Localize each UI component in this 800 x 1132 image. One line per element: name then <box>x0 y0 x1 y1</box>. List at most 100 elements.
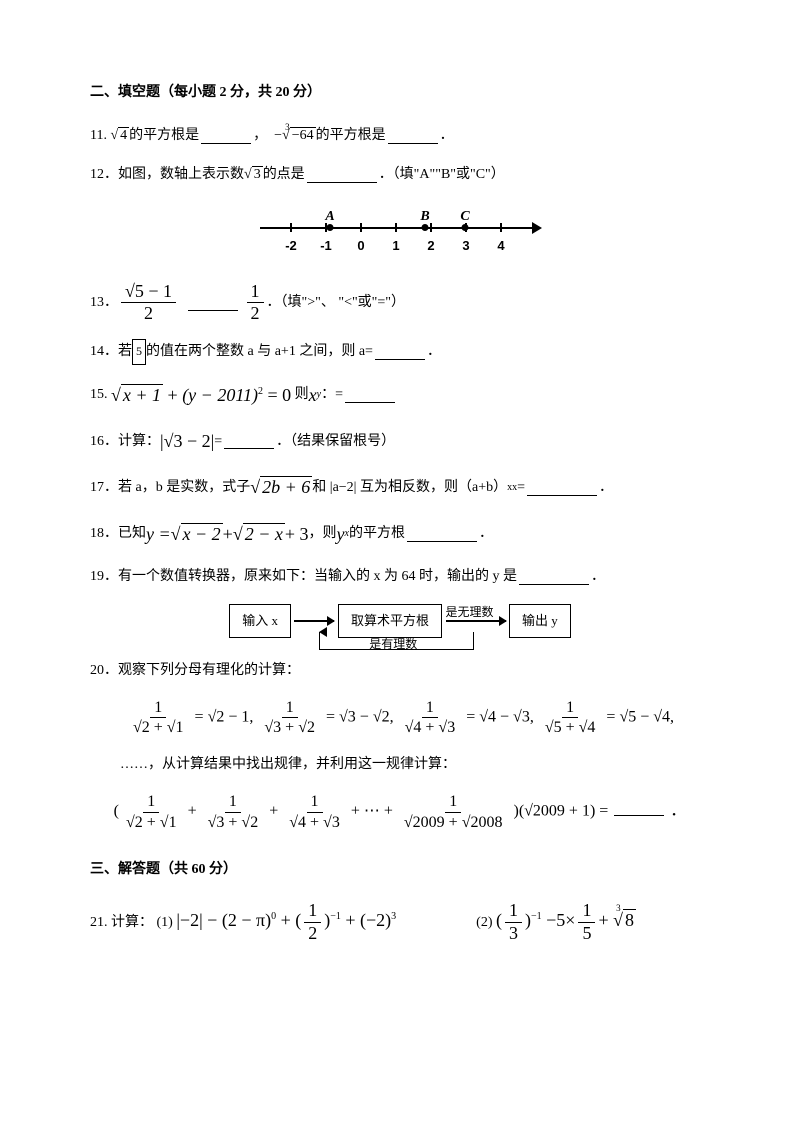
question-21: 21. 计算： (1) |−2| − (2 − π)0 + (12)−1 + (… <box>90 900 710 944</box>
q16-t2: ．（结果保留根号） <box>276 429 395 454</box>
q20-t1: 观察下列分母有理化的计算： <box>118 658 300 683</box>
q19-num: 19． <box>90 564 118 589</box>
nl-letter-a: A <box>325 204 334 229</box>
q20l2-f2d: √3 + √2 <box>204 813 263 832</box>
q20l2-f3d: √4 + √3 <box>285 813 344 832</box>
q20l2-f4d: √2009 + √2008 <box>400 813 507 832</box>
q21-p1-plus: + <box>276 910 295 930</box>
q17-sup: xx <box>507 479 517 497</box>
number-line-figure: -2 -1 0 1 2 3 4 A B C <box>90 202 710 261</box>
q21-p1-plus2: + (−2) <box>341 910 391 930</box>
q18-t1: 已知 <box>118 521 146 546</box>
q14-t2: 的值在两个整数 a 与 a+1 之间，则 a= <box>146 339 373 364</box>
q21-p2-sup: −1 <box>531 911 542 922</box>
nl-tick-3: 1 <box>392 234 399 257</box>
section-2-header: 二、填空题（每小题 2 分，共 20 分） <box>90 80 710 105</box>
q18-sqrt2: 2 − x <box>243 523 285 544</box>
q18-plus: + <box>223 518 233 550</box>
q21-p1-ft: 1 <box>304 900 321 923</box>
q19-period: ． <box>591 564 605 589</box>
q19-t1: 有一个数值转换器，原来如下：当输入的 x 为 64 时，输出的 y 是 <box>118 564 517 589</box>
q12-num: 12． <box>90 162 118 187</box>
q20-r1: √2 − 1 <box>208 708 250 725</box>
question-12: 12． 如图，数轴上表示数 √3 的点是 ．（填"A""B"或"C"） <box>90 162 710 187</box>
q12-t3: ．（填"A""B"或"C"） <box>379 162 505 187</box>
q20l2-f1d: √2 + √1 <box>122 813 181 832</box>
q21-p1-fb: 2 <box>304 923 321 945</box>
q11-t1: 的平方根是 <box>129 123 199 148</box>
q21-p2-f2b: 5 <box>578 923 595 945</box>
q15-t2: ：= <box>321 382 343 407</box>
q21-p2-f2t: 1 <box>578 900 595 923</box>
q13-num: 13． <box>90 290 118 315</box>
q17-sqrt: 2b + 6 <box>260 476 312 497</box>
q17-blank <box>527 480 597 496</box>
q20-num: 20． <box>90 658 118 683</box>
q21-label: 计算： <box>111 915 153 930</box>
q19-blank <box>519 569 589 585</box>
q16-num: 16． <box>90 429 118 454</box>
q21-p1-sup3: 3 <box>391 911 396 922</box>
nl-tick-2: 0 <box>357 234 364 257</box>
q11-t3: 的平方根是 <box>316 123 386 148</box>
q12-blank <box>307 167 377 183</box>
q20l2-dots: + ⋯ + <box>351 803 393 820</box>
q18-num: 18． <box>90 521 118 546</box>
q21-p2-cval: 8 <box>623 909 636 930</box>
question-13: 13． √5 − 12 12 ．（填">"、 "<"或"="） <box>90 281 710 325</box>
q14-blank <box>375 344 425 360</box>
q17-t1: 若 a，b 是实数，式子 <box>118 475 250 500</box>
q21-p2-fb: 3 <box>505 923 522 945</box>
flow-arrow2: 是无理数 <box>446 620 506 622</box>
q20-r2: √3 − √2 <box>339 708 390 725</box>
question-16: 16． 计算： |√3 − 2| = ．（结果保留根号） <box>90 425 710 457</box>
q20-f2d: √3 + √2 <box>260 718 319 737</box>
q14-box: 5 <box>132 339 146 365</box>
nl-tick-6: 4 <box>497 234 504 257</box>
q12-t1: 如图，数轴上表示数 <box>118 162 244 187</box>
q18-sqrt1: x − 2 <box>181 523 223 544</box>
q13-t1: ．（填">"、 "<"或"="） <box>267 290 405 315</box>
flow-box1: 输入 x <box>229 604 291 637</box>
q20-f1d: √2 + √1 <box>129 718 188 737</box>
q21-p2-mid: −5× <box>542 910 576 930</box>
q15-eq0: = 0 <box>263 385 291 405</box>
q15-t1: 则 <box>295 382 309 407</box>
q16-t1: 计算： <box>118 429 160 454</box>
q18-yeq: y = <box>146 518 171 550</box>
q15-sqrt: x + 1 <box>121 384 163 405</box>
q21-p2-plus: + <box>598 910 613 930</box>
q11-cube-val: −64 <box>290 127 316 143</box>
question-20: 20． 观察下列分母有理化的计算： <box>90 658 710 683</box>
q17-num: 17． <box>90 475 118 500</box>
q21-num: 21. <box>90 915 108 930</box>
flow-arrow1 <box>294 620 334 622</box>
q20-blank <box>614 800 664 816</box>
q20-line1: 1√2 + √1 = √2 − 1, 1√3 + √2 = √3 − √2, 1… <box>90 698 710 737</box>
q16-abs: √3 − 2 <box>164 431 211 451</box>
question-15: 15. √x + 1 + (y − 2011)2 = 0 则 xy ：= <box>90 379 710 411</box>
q18-yx: y <box>337 518 345 550</box>
q11-blank1 <box>201 128 251 144</box>
q17-eq: = <box>517 475 525 500</box>
q11-t2: ， <box>253 123 267 148</box>
q17-t2: 和 |a−2| 互为相反数，则（a+b） <box>312 475 507 500</box>
q18-t3: 的平方根 <box>349 521 405 546</box>
q15-paren: (y − 2011) <box>182 385 258 405</box>
q18-blank <box>407 526 477 542</box>
nl-tick-1: -1 <box>320 234 332 257</box>
q11-blank2 <box>388 128 438 144</box>
section-3-header: 三、解答题（共 60 分） <box>90 857 710 882</box>
q13-f2-bot: 2 <box>247 303 264 325</box>
flow-label-top: 是无理数 <box>446 602 494 624</box>
nl-letter-b: B <box>420 204 429 229</box>
flow-label-bottom: 是有理数 <box>369 634 417 656</box>
q20-f4d: √5 + √4 <box>541 718 600 737</box>
q16-eq: = <box>214 429 222 454</box>
question-18: 18． 已知 y = √x − 2 + √2 − x + 3 ，则 yx 的平方… <box>90 518 710 550</box>
q11-num: 11. <box>90 123 107 148</box>
nl-tick-4: 2 <box>427 234 434 257</box>
q15-num: 15. <box>90 382 108 407</box>
q11-period: ． <box>440 123 454 148</box>
question-19: 19． 有一个数值转换器，原来如下：当输入的 x 为 64 时，输出的 y 是 … <box>90 564 710 589</box>
